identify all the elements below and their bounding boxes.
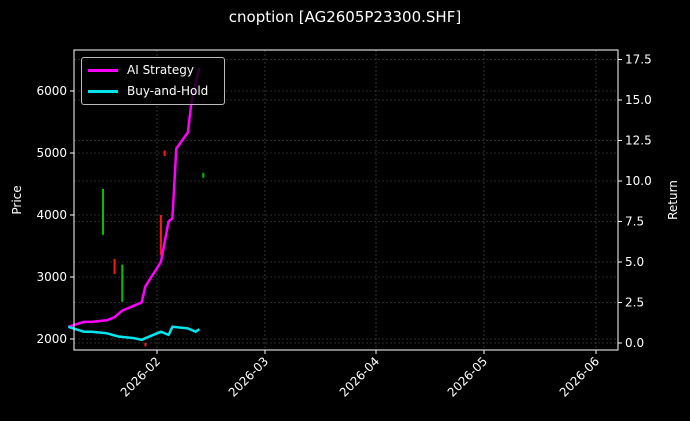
series-lines [67,67,201,342]
right-axis-label: Return [666,180,680,220]
plot-frame [73,49,619,351]
svg-text:2026-03: 2026-03 [226,354,271,399]
svg-text:2026-04: 2026-04 [337,354,382,399]
legend-swatch-cyan [88,89,118,93]
svg-text:12.5: 12.5 [625,134,652,148]
legend-item-ai-strategy: AI Strategy [88,61,194,79]
legend-label: Buy-and-Hold [127,84,209,98]
svg-text:2000: 2000 [36,332,67,346]
svg-text:5.0: 5.0 [625,255,644,269]
svg-text:17.5: 17.5 [625,53,652,67]
chart-title: cnoption [AG2605P23300.SHF] [228,8,462,26]
svg-text:5000: 5000 [36,146,67,160]
left-axis-ticks: 2000 3000 4000 5000 6000 [36,84,74,346]
svg-text:2026-05: 2026-05 [445,354,490,399]
svg-text:15.0: 15.0 [625,93,652,107]
legend-swatch-magenta [88,68,118,72]
left-axis-label: Price [10,185,24,214]
candlesticks [102,150,205,347]
grid-lines [74,50,618,350]
legend-item-buy-and-hold: Buy-and-Hold [88,82,208,100]
x-axis-ticks: 2026-02 2026-03 2026-04 2026-05 2026-06 [118,350,602,400]
legend-label: AI Strategy [127,63,194,77]
legend: AI Strategy Buy-and-Hold [81,57,225,105]
svg-text:4000: 4000 [36,208,67,222]
svg-text:6000: 6000 [36,84,67,98]
svg-text:2026-02: 2026-02 [118,354,163,399]
svg-text:3000: 3000 [36,270,67,284]
svg-text:2026-06: 2026-06 [557,354,602,399]
svg-text:7.5: 7.5 [625,215,644,229]
svg-text:10.0: 10.0 [625,174,652,188]
svg-text:0.0: 0.0 [625,336,644,350]
svg-text:2.5: 2.5 [625,296,644,310]
right-axis-ticks: 0.0 2.5 5.0 7.5 10.0 12.5 15.0 17.5 [618,53,652,350]
